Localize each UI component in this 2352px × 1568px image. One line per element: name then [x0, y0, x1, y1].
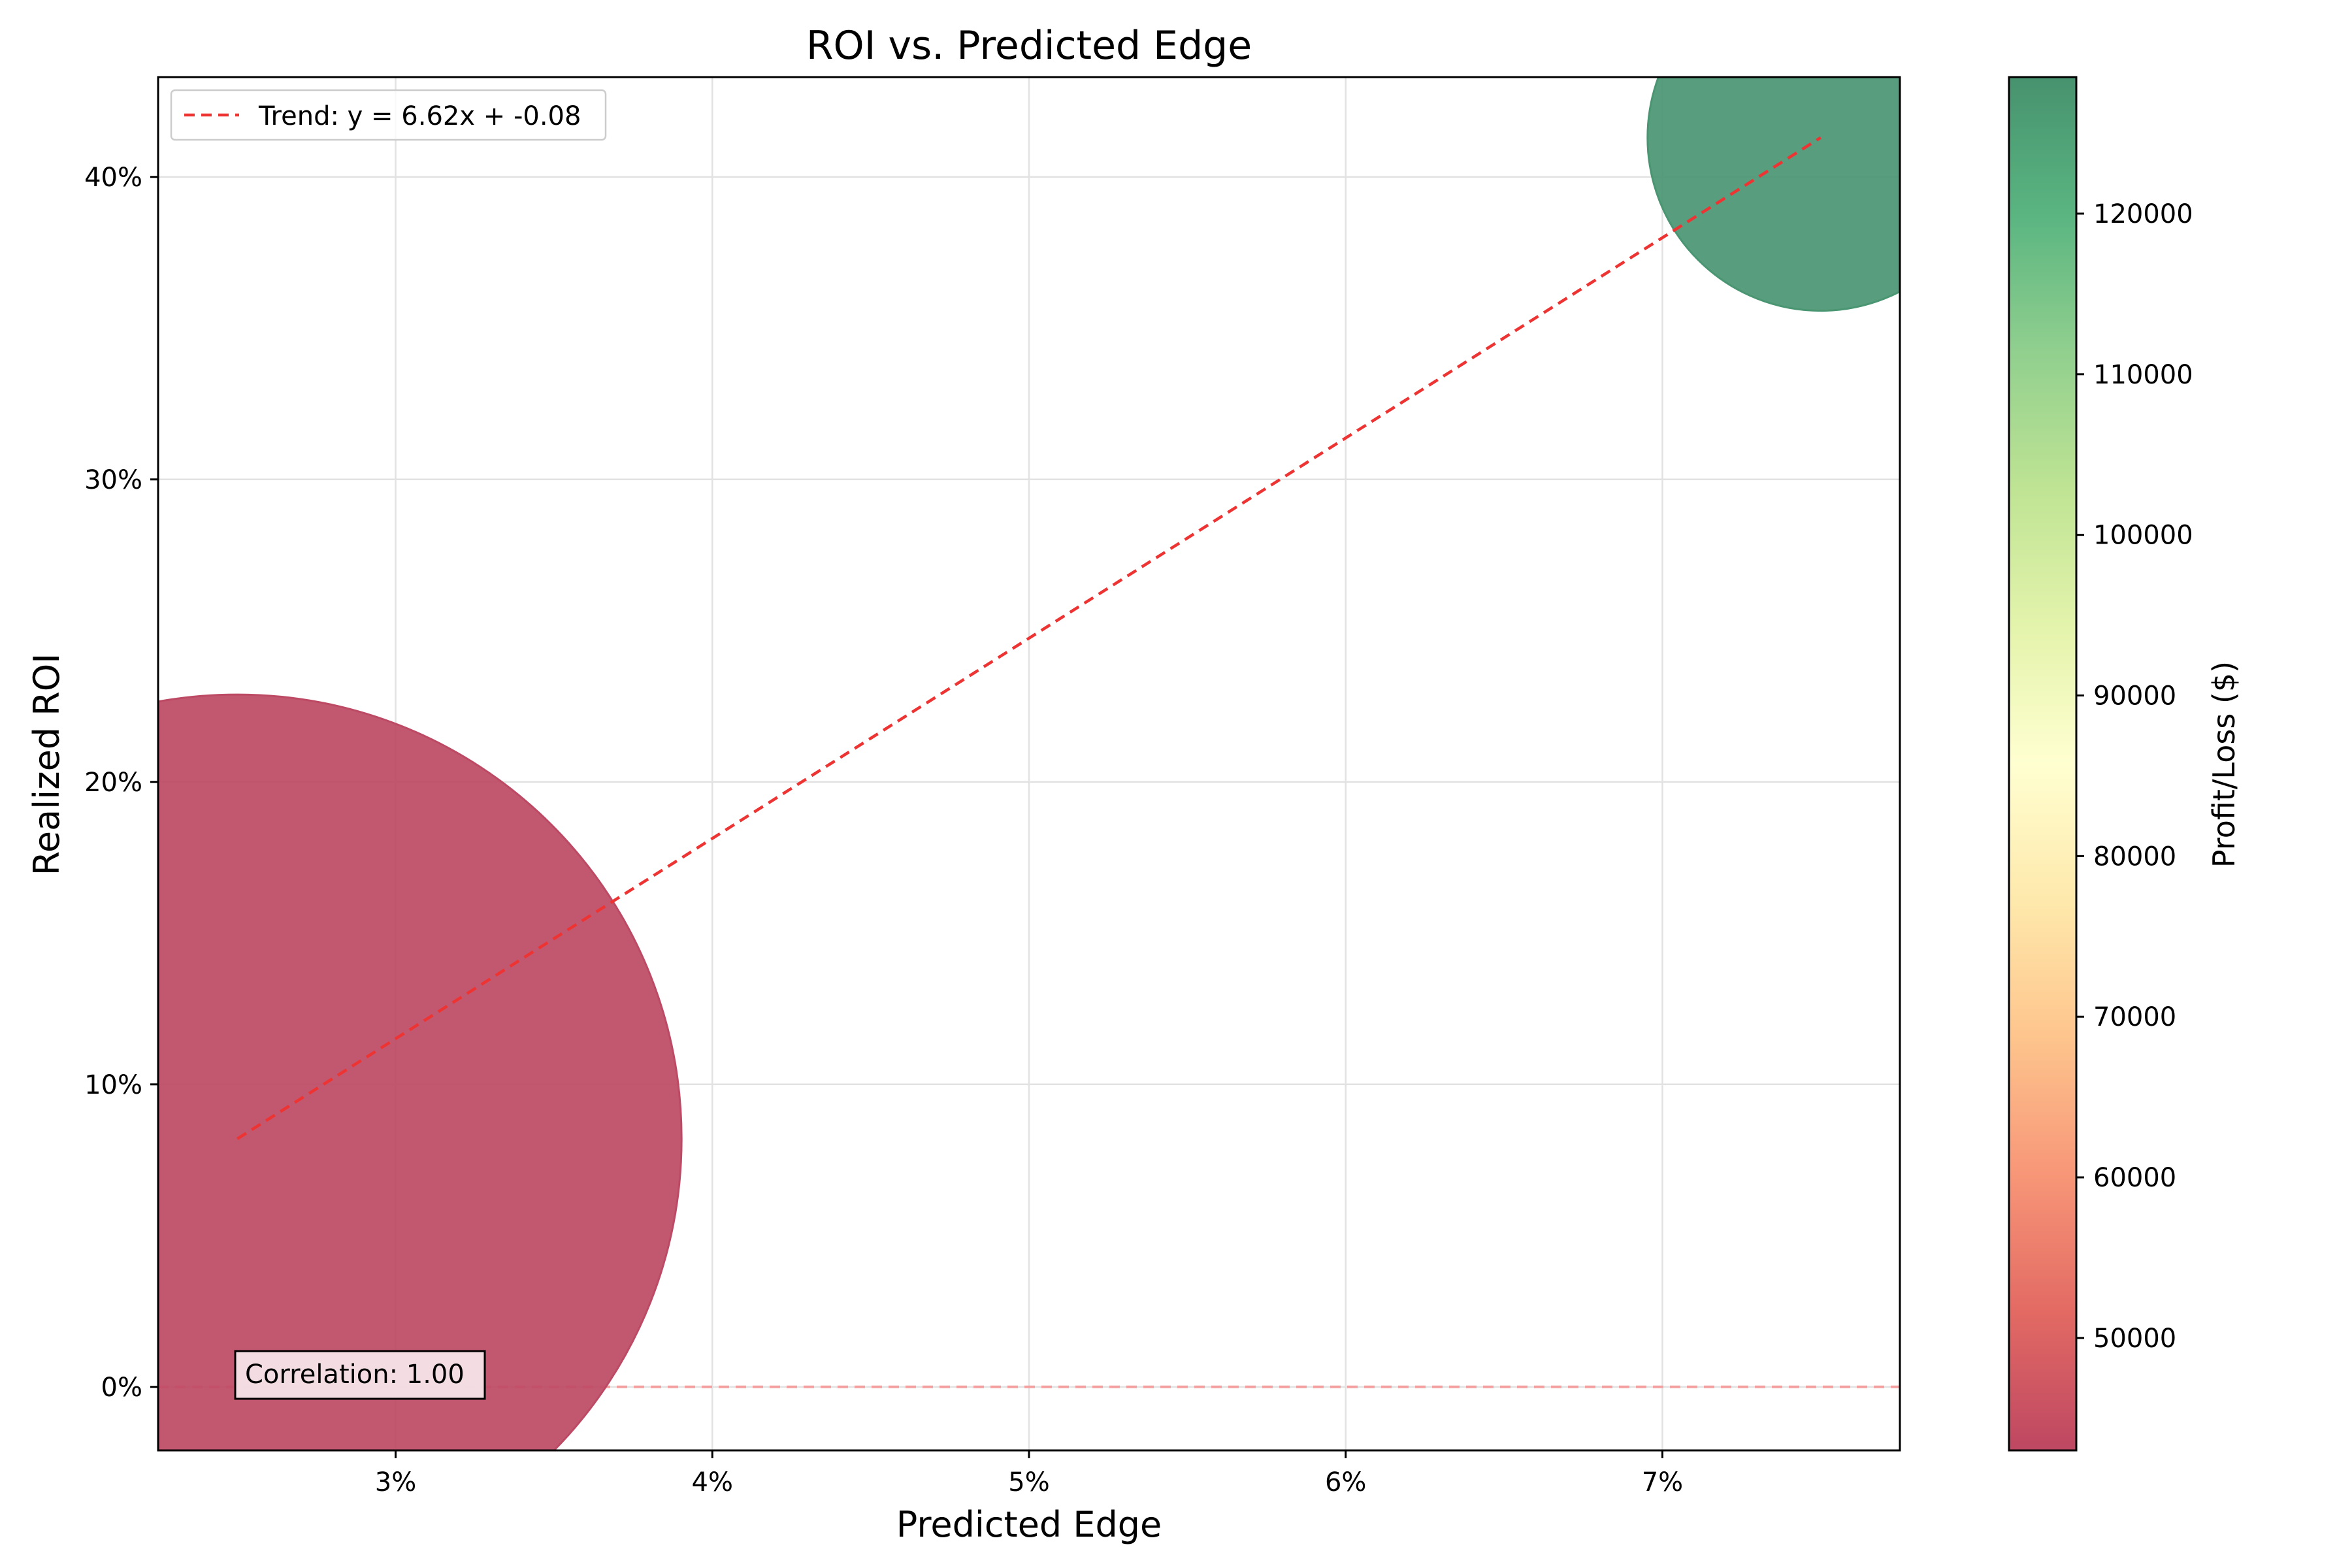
legend-box	[170, 89, 607, 141]
y-tick-label: 30%	[84, 465, 142, 495]
x-tick-label: 6%	[1325, 1467, 1366, 1497]
colorbar-tick-label: 90000	[2093, 681, 2176, 711]
y-tick-label: 0%	[101, 1373, 142, 1403]
annotation-text: Correlation: 1.00	[245, 1360, 465, 1390]
colorbar-tick-label: 100000	[2093, 521, 2193, 551]
y-tick-label: 40%	[84, 163, 142, 193]
colorbar-tick-label: 110000	[2093, 360, 2193, 390]
y-tick-label: 20%	[84, 768, 142, 798]
y-axis-label: Realized ROI	[26, 653, 67, 875]
scatter-point	[158, 693, 683, 1450]
colorbar-tick-label: 50000	[2093, 1324, 2176, 1354]
scatter-points	[158, 77, 1900, 1450]
x-tick-label: 7%	[1642, 1467, 1683, 1497]
colorbar-ticks: 50000 60000 70000 80000 90000 100000 110000 120…	[2076, 199, 2193, 1354]
y-axis-ticks: 0% 10% 20% 30% 40%	[84, 163, 158, 1403]
colorbar: 50000 60000 70000 80000 90000 100000 110000 120…	[2008, 76, 2242, 1452]
x-tick-label: 5%	[1008, 1467, 1049, 1497]
colorbar-tick-label: 80000	[2093, 841, 2176, 872]
colorbar-label: Profit/Loss ($)	[2206, 661, 2242, 868]
colorbar-gradient	[2009, 77, 2076, 1450]
x-axis-label: Predicted Edge	[896, 1504, 1162, 1545]
trend-line	[236, 136, 1822, 1141]
chart-title: ROI vs. Predicted Edge	[806, 23, 1252, 69]
colorbar-tick-label: 120000	[2093, 199, 2193, 229]
plot-area	[158, 77, 1900, 1450]
x-tick-label: 3%	[375, 1467, 416, 1497]
legend-trend-label: Trend: y = 6.62x + -0.08	[258, 101, 581, 131]
y-tick-label: 10%	[84, 1070, 142, 1100]
correlation-annotation: Correlation: 1.00	[234, 1350, 486, 1400]
annotation-box	[234, 1350, 486, 1400]
colorbar-tick-label: 60000	[2093, 1163, 2176, 1193]
x-tick-label: 4%	[692, 1467, 733, 1497]
scatter-point	[1646, 77, 1900, 312]
legend: Trend: y = 6.62x + -0.08	[170, 89, 607, 141]
colorbar-frame	[2008, 76, 2078, 1452]
x-axis-ticks: 3% 4% 5% 6% 7%	[375, 1450, 1683, 1497]
colorbar-tick-label: 70000	[2093, 1002, 2176, 1032]
